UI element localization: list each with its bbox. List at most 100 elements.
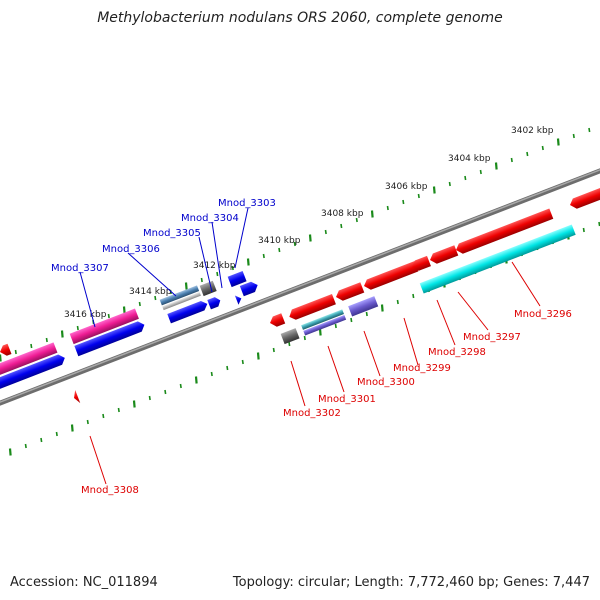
gene-mnod-3301[interactable] — [301, 309, 344, 330]
gene-label-mnod-3305[interactable]: Mnod_3305 — [143, 228, 201, 239]
lower-leaders — [89, 261, 541, 485]
minor-tick — [200, 277, 203, 283]
major-tick — [8, 448, 12, 456]
minor-tick — [479, 169, 482, 175]
major-tick — [184, 282, 188, 290]
gene-mnod-3298[interactable] — [410, 255, 431, 273]
minor-tick — [448, 181, 451, 187]
minor-tick — [288, 341, 291, 347]
gene-mnod-3307-pink[interactable] — [69, 308, 139, 345]
gene-label-mnod-3308[interactable]: Mnod_3308 — [81, 485, 139, 496]
minor-tick — [231, 265, 234, 271]
minor-tick — [76, 325, 79, 331]
accession-text: Accession: NC_011894 — [10, 575, 158, 590]
major-tick — [380, 304, 384, 312]
gene-label-mnod-3304[interactable]: Mnod_3304 — [181, 213, 239, 224]
gene-mnod-3308-pink[interactable] — [0, 342, 58, 386]
minor-tick — [526, 151, 529, 157]
gene-mnod-3304[interactable] — [234, 294, 243, 305]
upper-leaders — [79, 207, 249, 328]
gene-mnod-3306[interactable] — [159, 285, 200, 306]
gene-label-mnod-3297[interactable]: Mnod_3297 — [463, 332, 521, 343]
gene-mnod-3297-cyan[interactable] — [419, 224, 576, 294]
gene-mnod-3301-red[interactable] — [287, 294, 336, 322]
minor-tick — [582, 227, 585, 233]
minor-tick — [40, 437, 43, 443]
gene-mnod-3299[interactable] — [362, 261, 419, 291]
gene-mnod-3300-red[interactable] — [334, 282, 365, 302]
minor-tick — [324, 229, 327, 235]
minor-tick — [226, 365, 229, 371]
minor-tick — [138, 301, 141, 307]
major-tick — [122, 306, 126, 314]
gene-mnod-3305-blue[interactable] — [207, 296, 222, 310]
gene-label-mnod-3303[interactable]: Mnod_3303 — [218, 198, 276, 209]
gene-mnod-3305[interactable] — [199, 280, 217, 297]
genome-backbone-highlight — [0, 169, 600, 403]
gene-mnod-3295[interactable] — [568, 185, 600, 211]
minor-tick — [262, 253, 265, 259]
gene-label-mnod-3299[interactable]: Mnod_3299 — [393, 363, 451, 374]
gene-edge-red[interactable] — [0, 343, 12, 358]
gene-mnod-3300[interactable] — [348, 296, 379, 317]
major-tick — [256, 352, 260, 360]
minor-tick — [164, 389, 167, 395]
minor-tick — [355, 217, 358, 223]
minor-tick — [412, 293, 415, 299]
minor-tick — [107, 313, 110, 319]
major-tick — [370, 210, 374, 218]
gene-label-mnod-3301[interactable]: Mnod_3301 — [318, 394, 376, 405]
gene-label-mnod-3306[interactable]: Mnod_3306 — [102, 244, 160, 255]
minor-tick — [386, 205, 389, 211]
minor-tick — [402, 199, 405, 205]
major-tick — [132, 400, 136, 408]
tick-label: 3408 kbp — [321, 209, 364, 219]
minor-tick — [148, 395, 151, 401]
genome-title: Methylobacterium nodulans ORS 2060, comp… — [97, 10, 503, 26]
gene-mnod-3306-b[interactable] — [162, 291, 201, 311]
gene-mnod-3302[interactable] — [280, 328, 300, 345]
gene-label-mnod-3296[interactable]: Mnod_3296 — [514, 309, 572, 320]
gene-mnod-3303-b[interactable] — [239, 280, 260, 297]
major-tick — [60, 330, 64, 338]
gene-label-mnod-3302[interactable]: Mnod_3302 — [283, 408, 341, 419]
gene-mnod-3308-blue[interactable] — [0, 353, 67, 399]
minor-tick — [464, 175, 467, 181]
major-tick — [194, 376, 198, 384]
minor-tick — [417, 193, 420, 199]
minor-tick — [272, 347, 275, 353]
gene-mnod-3308[interactable] — [71, 390, 81, 404]
gene-label-mnod-3307[interactable]: Mnod_3307 — [51, 263, 109, 274]
major-tick — [432, 186, 436, 194]
minor-tick — [278, 247, 281, 253]
major-tick — [70, 424, 74, 432]
gene-mnod-3307-blue[interactable] — [74, 320, 146, 357]
minor-tick — [45, 337, 48, 343]
gene-label-mnod-3298[interactable]: Mnod_3298 — [428, 347, 486, 358]
minor-tick — [154, 295, 157, 301]
tick-label: 3416 kbp — [64, 310, 107, 320]
minor-tick — [541, 145, 544, 151]
gene-mnod-3301-b[interactable] — [303, 314, 347, 336]
gene-mnod-3303[interactable] — [227, 271, 247, 288]
gene-mnod-3306-blue[interactable] — [167, 299, 209, 324]
minor-tick — [572, 133, 575, 139]
minor-tick — [350, 317, 353, 323]
minor-tick — [24, 443, 27, 449]
gene-label-mnod-3300[interactable]: Mnod_3300 — [357, 377, 415, 388]
minor-tick — [55, 431, 58, 437]
gene-mnod-3296[interactable] — [454, 208, 554, 256]
minor-tick — [396, 299, 399, 305]
tick-label: 3410 kbp — [258, 236, 301, 246]
minor-tick — [86, 419, 89, 425]
minor-tick — [241, 359, 244, 365]
minor-tick — [14, 349, 17, 355]
gene-mnod-3302-red[interactable] — [268, 313, 286, 328]
major-tick — [494, 162, 498, 170]
tick-label: 3404 kbp — [448, 154, 491, 164]
minor-tick — [210, 371, 213, 377]
gene-mnod-3297[interactable] — [428, 245, 459, 265]
major-tick — [308, 234, 312, 242]
minor-tick — [334, 323, 337, 329]
